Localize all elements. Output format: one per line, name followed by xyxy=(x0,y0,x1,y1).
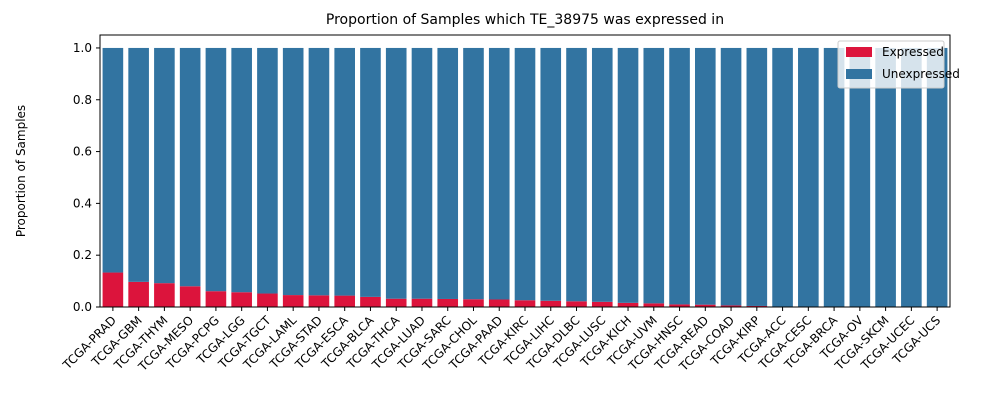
y-tick-label: 1.0 xyxy=(73,41,92,55)
bar-unexpressed xyxy=(360,47,381,297)
bar-unexpressed xyxy=(720,47,742,306)
bar-expressed xyxy=(179,286,201,307)
y-tick-label: 0.2 xyxy=(73,248,92,262)
y-tick-label: 0.4 xyxy=(73,196,92,210)
bar-unexpressed xyxy=(823,47,845,307)
y-axis: 0.0 0.2 0.4 0.6 0.8 1.0 xyxy=(73,41,100,314)
y-tick-label: 0.6 xyxy=(73,145,92,159)
bar-unexpressed xyxy=(128,47,149,282)
bar-expressed xyxy=(102,272,124,307)
bar-expressed xyxy=(411,298,433,307)
bar-expressed xyxy=(437,298,459,307)
bar-expressed xyxy=(617,302,639,307)
bar-unexpressed xyxy=(591,47,613,302)
bar-unexpressed xyxy=(154,47,175,284)
bar-expressed xyxy=(282,295,304,307)
bar-unexpressed xyxy=(617,47,639,303)
bar-expressed xyxy=(746,305,768,307)
chart-title: Proportion of Samples which TE_38975 was… xyxy=(326,12,724,28)
bar-unexpressed xyxy=(488,47,510,300)
bar-unexpressed xyxy=(669,47,690,305)
bar-unexpressed xyxy=(875,47,896,307)
bar-unexpressed xyxy=(334,47,355,296)
bar-unexpressed xyxy=(257,47,278,294)
bar-expressed xyxy=(205,291,227,307)
bar-unexpressed xyxy=(463,47,484,300)
bar-unexpressed xyxy=(772,47,793,307)
bar-unexpressed xyxy=(231,47,252,293)
bar-unexpressed xyxy=(308,47,330,296)
legend-swatch-unexpressed xyxy=(846,69,872,79)
bar-unexpressed xyxy=(540,47,562,301)
y-tick-label: 0.0 xyxy=(73,300,92,314)
bar-unexpressed xyxy=(926,47,948,307)
bar-expressed xyxy=(566,301,587,307)
bar-expressed xyxy=(488,299,510,307)
bar-expressed xyxy=(334,295,355,307)
bar-expressed xyxy=(257,293,278,307)
bar-expressed xyxy=(154,283,175,307)
bar-expressed xyxy=(540,300,562,307)
bar-expressed xyxy=(591,301,613,307)
bar-expressed xyxy=(514,300,536,307)
x-axis: TCGA-PRADTCGA-GBMTCGA-THYMTCGA-MESOTCGA-… xyxy=(60,307,943,374)
bar-expressed xyxy=(643,303,665,307)
bar-unexpressed xyxy=(205,47,227,292)
bar-expressed xyxy=(231,292,252,307)
plot-area xyxy=(102,47,948,307)
bar-expressed xyxy=(360,296,381,307)
bar-unexpressed xyxy=(643,47,665,304)
bar-unexpressed xyxy=(411,47,433,299)
bar-unexpressed xyxy=(179,47,201,287)
unexpressed-series xyxy=(102,47,948,307)
bar-unexpressed xyxy=(282,47,304,296)
bar-expressed xyxy=(695,304,716,307)
bar-unexpressed xyxy=(695,47,716,305)
bar-unexpressed xyxy=(798,47,819,307)
legend-label-unexpressed: Unexpressed xyxy=(882,67,960,81)
bar-unexpressed xyxy=(746,47,768,306)
bar-unexpressed xyxy=(566,47,587,302)
legend-label-expressed: Expressed xyxy=(882,45,944,59)
bar-unexpressed xyxy=(102,47,124,273)
bar-expressed xyxy=(385,298,407,307)
y-axis-label: Proportion of Samples xyxy=(14,105,28,237)
bar-unexpressed xyxy=(901,47,922,307)
bar-expressed xyxy=(128,281,149,307)
legend: Expressed Unexpressed xyxy=(837,40,960,89)
bar-expressed xyxy=(720,305,742,307)
bar-unexpressed xyxy=(514,47,536,301)
bar-expressed xyxy=(463,299,484,307)
expressed-series xyxy=(102,272,768,307)
bar-unexpressed xyxy=(385,47,407,299)
bar-expressed xyxy=(308,295,330,307)
y-tick-label: 0.8 xyxy=(73,93,92,107)
legend-swatch-expressed xyxy=(846,47,872,57)
bar-expressed xyxy=(669,304,690,307)
bar-unexpressed xyxy=(437,47,459,299)
bar-unexpressed xyxy=(849,47,871,307)
